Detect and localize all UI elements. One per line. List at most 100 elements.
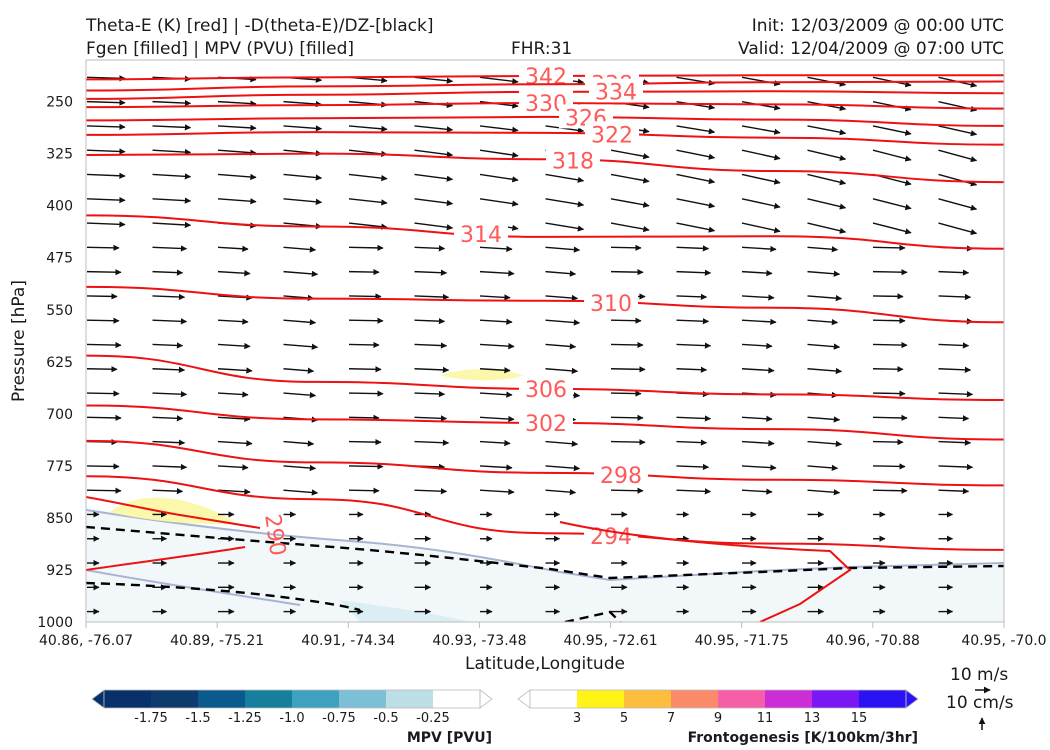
wind-vector — [283, 319, 317, 326]
wind-vector — [217, 245, 249, 252]
mpv-fill-light — [340, 600, 470, 622]
colorbar-frame — [529, 689, 907, 709]
wind-vector — [152, 318, 188, 325]
theta-e-label-290: 290 — [259, 513, 290, 558]
x-tick-label: 40.86, -76.07 — [39, 633, 133, 649]
wind-vector — [86, 172, 126, 179]
colorbar-tick-label: 5 — [620, 711, 628, 726]
theta-e-label-314: 314 — [460, 223, 502, 248]
wind-vector — [676, 439, 708, 446]
colorbar-swatch — [812, 690, 860, 708]
theta-e-contour-322 — [86, 131, 1004, 146]
wind-vector — [348, 390, 384, 397]
dthetae-dz-contour-small — [564, 610, 622, 622]
wind-vector — [283, 440, 315, 447]
colorbar-extend-right — [479, 689, 493, 709]
wind-vector — [283, 100, 323, 108]
wind-vector — [283, 392, 317, 399]
wind-vector — [938, 149, 978, 163]
wind-vector — [86, 148, 126, 155]
wind-vector — [86, 75, 126, 82]
contour-label-bg — [585, 121, 639, 146]
fgen-fill-middle — [440, 369, 524, 381]
wind-vector — [414, 293, 450, 301]
wind-vector — [610, 244, 642, 251]
colorbar-tick-label: 3 — [573, 711, 581, 726]
colorbar-swatch — [624, 690, 672, 708]
wind-vector — [545, 367, 579, 375]
wind-vector — [86, 317, 120, 324]
wind-vector — [348, 487, 380, 494]
wind-vector — [807, 270, 841, 277]
wind-vector — [741, 245, 777, 253]
wind-vector — [414, 390, 446, 398]
wind-vector — [741, 464, 777, 471]
wind-vector — [938, 173, 978, 187]
wind-vector — [152, 293, 186, 301]
wind-vector — [676, 198, 716, 209]
wind-vector — [86, 221, 126, 228]
wind-vector — [676, 269, 712, 276]
wind-vector — [152, 245, 188, 252]
y-tick-label: 250 — [46, 95, 73, 111]
contour-label-bg — [594, 462, 648, 487]
wind-vector — [414, 318, 446, 325]
wind-vector — [676, 125, 716, 135]
wind-vector — [479, 173, 519, 183]
theta-e-contour-294 — [86, 475, 1004, 551]
mpv-colorbar-title: MPV [PVU] — [407, 730, 492, 746]
wind-vector — [348, 268, 380, 276]
wind-vector — [938, 198, 978, 211]
wind-vector — [479, 245, 513, 253]
wind-vector — [283, 464, 317, 472]
colorbar-swatch — [530, 690, 578, 708]
fgen-fill-lower — [110, 497, 236, 525]
colorbar-tick-label: -1.25 — [228, 711, 262, 726]
wind-vector — [807, 198, 847, 210]
wind-vector — [676, 342, 712, 349]
wind-vector — [938, 487, 970, 495]
x-tick-label: 40.91, -74.34 — [301, 633, 395, 649]
wind-vector — [152, 391, 188, 398]
x-tick-label: 40.95, -72.61 — [564, 633, 658, 649]
wind-vector — [676, 222, 716, 233]
wind-vector — [872, 414, 908, 422]
theta-e-contour-lower-left — [86, 546, 246, 571]
wind-vector — [414, 198, 454, 207]
wind-vector — [807, 416, 841, 423]
colorbar-extend-left — [517, 689, 531, 709]
wind-vector — [479, 439, 511, 447]
wind-vector — [741, 294, 775, 301]
wind-vector — [676, 366, 708, 373]
wind-vector — [545, 319, 581, 326]
theta-e-contours: 342338334330326322318314310306302298294 — [86, 62, 1004, 551]
wind-vector — [545, 440, 579, 447]
wind-vector — [479, 415, 515, 423]
wind-vector — [807, 125, 847, 136]
wind-vector — [741, 269, 773, 277]
wind-vector — [872, 317, 906, 324]
wind-vector — [938, 293, 972, 301]
wind-vector — [741, 149, 781, 161]
y-tick-label: 1000 — [37, 615, 73, 631]
wind-vector — [610, 149, 650, 160]
wind-vector — [283, 343, 319, 350]
wind-vector — [86, 99, 126, 106]
wind-vector — [938, 463, 974, 471]
colorbar-swatch — [859, 690, 907, 708]
theta-e-contour-326 — [86, 115, 1004, 127]
wind-vector — [283, 173, 323, 181]
wind-vector — [872, 149, 912, 162]
wind-vector — [414, 342, 448, 349]
y-tick-label: 925 — [46, 563, 73, 579]
mpv-fill-surface — [86, 507, 1004, 622]
colorbar-tick-label: 11 — [757, 711, 774, 726]
wind-vector — [545, 294, 579, 302]
wind-vector — [152, 99, 192, 107]
wind-vector — [283, 125, 323, 132]
wind-vector — [217, 440, 253, 447]
wind-vector — [545, 270, 577, 277]
theta-e-surface-contours — [86, 496, 852, 622]
wind-vector — [807, 489, 841, 496]
